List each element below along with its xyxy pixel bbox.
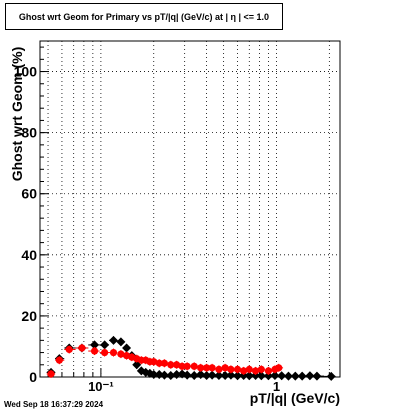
data-point-red — [109, 348, 118, 357]
data-point-black — [196, 370, 206, 380]
data-point-black — [214, 370, 224, 380]
data-point-black — [182, 370, 192, 380]
data-point-black — [297, 371, 307, 381]
data-point-red — [173, 361, 181, 369]
data-point-black — [226, 370, 236, 380]
data-point-black — [290, 371, 300, 381]
data-point-black — [122, 343, 132, 353]
y-tick-label: 100 — [14, 64, 38, 80]
data-point-red — [233, 365, 242, 373]
plot-frame — [39, 40, 341, 378]
data-point-red — [155, 359, 163, 367]
data-point-red — [178, 362, 186, 370]
data-point-red — [190, 362, 198, 370]
data-point-red — [257, 365, 265, 373]
x-tick-label: 10⁻¹ — [88, 379, 114, 394]
data-point-red — [65, 345, 73, 354]
data-point-black — [283, 371, 293, 381]
data-point-black — [202, 370, 212, 380]
data-point-black — [166, 370, 176, 380]
data-point-black — [220, 370, 230, 380]
data-point-black — [154, 370, 164, 380]
data-point-red — [90, 347, 99, 355]
data-point-red — [221, 364, 229, 372]
data-point-black — [326, 371, 336, 381]
data-point-black — [109, 335, 119, 345]
data-point-black — [159, 370, 169, 380]
data-point-black — [90, 340, 100, 350]
data-point-red — [215, 365, 223, 373]
data-point-red — [245, 365, 253, 373]
data-point-red — [203, 364, 211, 372]
data-point-red — [117, 350, 125, 358]
data-point-red — [208, 364, 216, 372]
data-point-red — [275, 364, 283, 372]
data-point-black — [270, 370, 280, 380]
data-point-red — [150, 358, 158, 366]
data-point-red — [197, 364, 205, 372]
data-point-red — [227, 365, 235, 373]
data-point-red — [251, 367, 260, 375]
data-point-black — [277, 371, 287, 381]
y-tick-label: 0 — [29, 369, 37, 385]
y-tick-label: 60 — [21, 186, 37, 202]
y-tick-label: 40 — [21, 247, 37, 263]
y-tick-label: 20 — [21, 308, 37, 324]
data-point-red — [78, 344, 86, 352]
data-point-black — [116, 337, 126, 347]
data-point-red — [47, 370, 55, 378]
x-tick-label: 1 — [273, 379, 280, 394]
data-point-red — [264, 367, 273, 375]
data-point-red — [160, 359, 169, 367]
data-point-black — [207, 370, 217, 380]
data-point-red — [167, 361, 175, 369]
data-point-black — [189, 370, 199, 380]
data-point-black — [312, 371, 322, 381]
data-point-red — [101, 348, 109, 357]
data-point-black — [233, 371, 243, 381]
data-point-red — [240, 367, 248, 375]
data-point-black — [305, 371, 315, 381]
y-tick-label: 80 — [21, 125, 37, 141]
data-point-red — [183, 362, 191, 370]
data-point-black — [244, 371, 254, 381]
datestamp: Wed Sep 18 16:37:29 2024 — [4, 400, 104, 409]
data-point-black — [100, 340, 110, 350]
x-axis-label: pT/|q| (GeV/c) — [249, 390, 340, 406]
chart-title: Ghost wrt Geom for Primary vs pT/|q| (Ge… — [5, 3, 283, 30]
data-point-black — [172, 370, 182, 380]
y-axis-label: Ghost wrt Geom (%) — [9, 46, 25, 182]
data-point-red — [55, 356, 63, 364]
data-point-black — [149, 370, 159, 380]
data-point-black — [256, 371, 266, 381]
